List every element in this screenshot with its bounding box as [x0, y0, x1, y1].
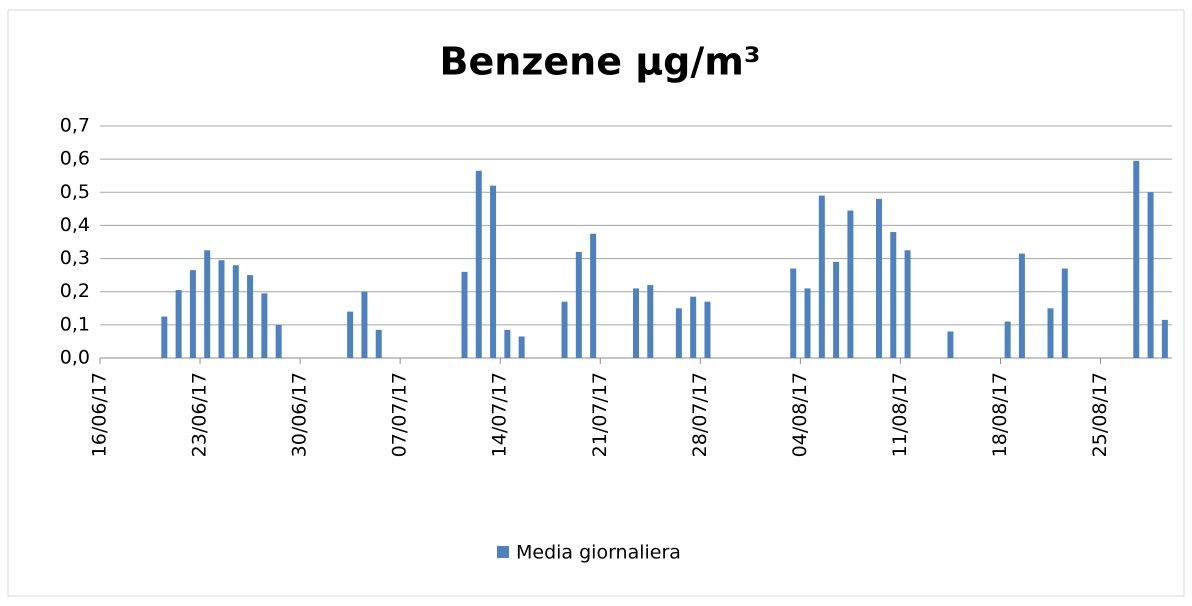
bar	[1047, 308, 1054, 358]
bar	[847, 210, 854, 358]
x-tick-label: 18/08/17	[989, 372, 1011, 457]
x-tick-label: 21/07/17	[589, 372, 611, 457]
bar	[1133, 160, 1140, 358]
y-tick-label: 0,0	[60, 347, 90, 369]
bar	[504, 329, 511, 358]
bar	[218, 260, 225, 358]
bar	[561, 301, 568, 358]
bar	[590, 233, 597, 358]
bar	[261, 293, 268, 358]
bar	[247, 275, 254, 358]
bar	[461, 271, 468, 358]
x-tick-label: 28/07/17	[689, 372, 711, 457]
bar	[361, 291, 368, 358]
bar	[375, 329, 382, 358]
bar	[833, 261, 840, 358]
legend-label: Media giornaliera	[516, 542, 681, 564]
x-tick-label: 23/06/17	[189, 372, 211, 457]
bar	[890, 232, 897, 358]
bar	[875, 198, 882, 358]
x-tick-label: 16/06/17	[89, 372, 111, 457]
legend-swatch	[497, 546, 509, 558]
y-tick-label: 0,7	[60, 115, 90, 137]
bar	[790, 268, 797, 358]
bar	[1018, 253, 1025, 358]
x-tick-label: 30/06/17	[289, 372, 311, 457]
x-tick-label: 11/08/17	[889, 372, 911, 457]
bar	[175, 290, 182, 358]
y-tick-label: 0,1	[60, 313, 90, 335]
y-tick-label: 0,2	[60, 280, 90, 302]
x-tick-label: 07/07/17	[389, 372, 411, 457]
bar	[189, 270, 196, 358]
bar	[475, 170, 482, 358]
bar	[675, 308, 682, 358]
y-tick-label: 0,5	[60, 181, 90, 203]
bar	[633, 288, 639, 358]
x-tick-label: 25/08/17	[1089, 372, 1111, 457]
bar	[647, 285, 654, 358]
bar	[947, 331, 954, 358]
bar	[1004, 321, 1011, 358]
bar	[690, 296, 697, 358]
bar	[347, 311, 354, 358]
bar	[232, 265, 239, 358]
bar	[904, 250, 911, 358]
bar	[275, 324, 282, 358]
bar	[804, 288, 811, 358]
y-tick-label: 0,6	[60, 148, 90, 170]
bar	[704, 301, 711, 358]
bar	[818, 195, 825, 358]
bar	[575, 251, 582, 358]
y-tick-label: 0,3	[60, 247, 90, 269]
y-tick-label: 0,4	[60, 214, 90, 236]
bar	[1147, 192, 1154, 358]
bar	[518, 336, 525, 358]
bar	[161, 316, 168, 358]
x-tick-label: 14/07/17	[489, 372, 511, 457]
bar	[204, 250, 211, 358]
x-tick-label: 04/08/17	[789, 372, 811, 457]
bar	[1161, 319, 1168, 358]
chart-title: Benzene µg/m³	[439, 40, 760, 84]
bar	[490, 185, 497, 358]
bar	[1061, 268, 1068, 358]
